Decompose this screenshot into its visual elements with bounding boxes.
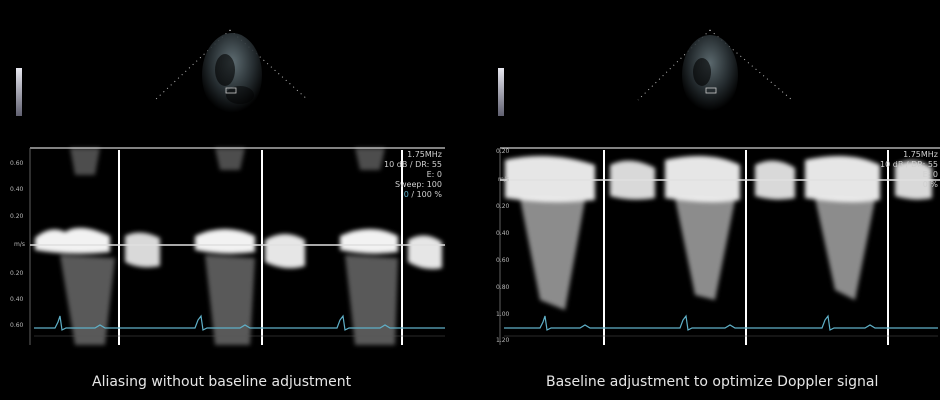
tick-label: 0.60	[10, 160, 24, 167]
spectral-signal	[35, 148, 442, 345]
unit-label: m/s	[498, 176, 509, 183]
tick-label: 0.80	[496, 284, 510, 291]
info-line: Sweep: 100	[394, 180, 442, 189]
tick-label: 0.20	[10, 213, 24, 220]
tick-label: 0.40	[496, 230, 510, 237]
tick-label: 0.20	[496, 203, 510, 210]
sector-image	[637, 29, 793, 115]
ecg-trace	[34, 314, 445, 331]
info-line: 10 dB / DR: 55	[880, 160, 938, 169]
info-line: 1.75MHz	[407, 150, 442, 159]
valve-clicks	[603, 150, 889, 345]
tick-label: 0.20	[10, 270, 24, 277]
tick-label: 0.40	[10, 186, 24, 193]
info-accent-rest: / 100 %	[408, 190, 442, 199]
info-line: 1.75MHz	[903, 150, 938, 159]
right-doppler-graphic	[498, 29, 940, 345]
acquisition-info: 1.75MHz 10 dB / DR: 55 E: 0 Sweep: 100 0…	[384, 150, 442, 200]
tick-label: 0.40	[10, 296, 24, 303]
tick-label: 0.20	[496, 148, 510, 155]
info-line: 0 / 100 %	[384, 190, 442, 200]
tick-label: 0.60	[10, 322, 24, 329]
ecg-trace	[504, 314, 938, 331]
grayscale-bar	[498, 68, 504, 116]
info-accent-value: 0	[403, 190, 409, 199]
left-caption: Aliasing without baseline adjustment	[92, 374, 352, 390]
spectral-signal	[505, 156, 932, 310]
right-caption: Baseline adjustment to optimize Doppler …	[546, 374, 879, 390]
right-doppler-panel: 0.20 m/s 0.20 0.40 0.60 0.80 1.00 1.20 1…	[470, 0, 940, 400]
tick-label: 1.00	[496, 311, 510, 318]
tick-label: 0.60	[496, 257, 510, 264]
info-line: 0 %	[922, 180, 938, 189]
unit-label: m/s	[14, 241, 25, 248]
info-line: E: 0	[426, 170, 442, 179]
left-doppler-graphic	[16, 29, 445, 345]
info-line: 10 dB / DR: 55	[384, 160, 442, 169]
tick-label: 1.20	[496, 337, 510, 344]
acquisition-info: 1.75MHz 10 dB / DR: 55 E: 0 0 %	[880, 150, 938, 190]
grayscale-bar	[16, 68, 22, 116]
valve-clicks	[118, 150, 403, 345]
sector-image	[154, 29, 309, 117]
info-line: E: 0	[922, 170, 938, 179]
left-doppler-panel: 0.60 0.40 0.20 m/s 0.20 0.40 0.60 1.75MH…	[10, 29, 445, 390]
